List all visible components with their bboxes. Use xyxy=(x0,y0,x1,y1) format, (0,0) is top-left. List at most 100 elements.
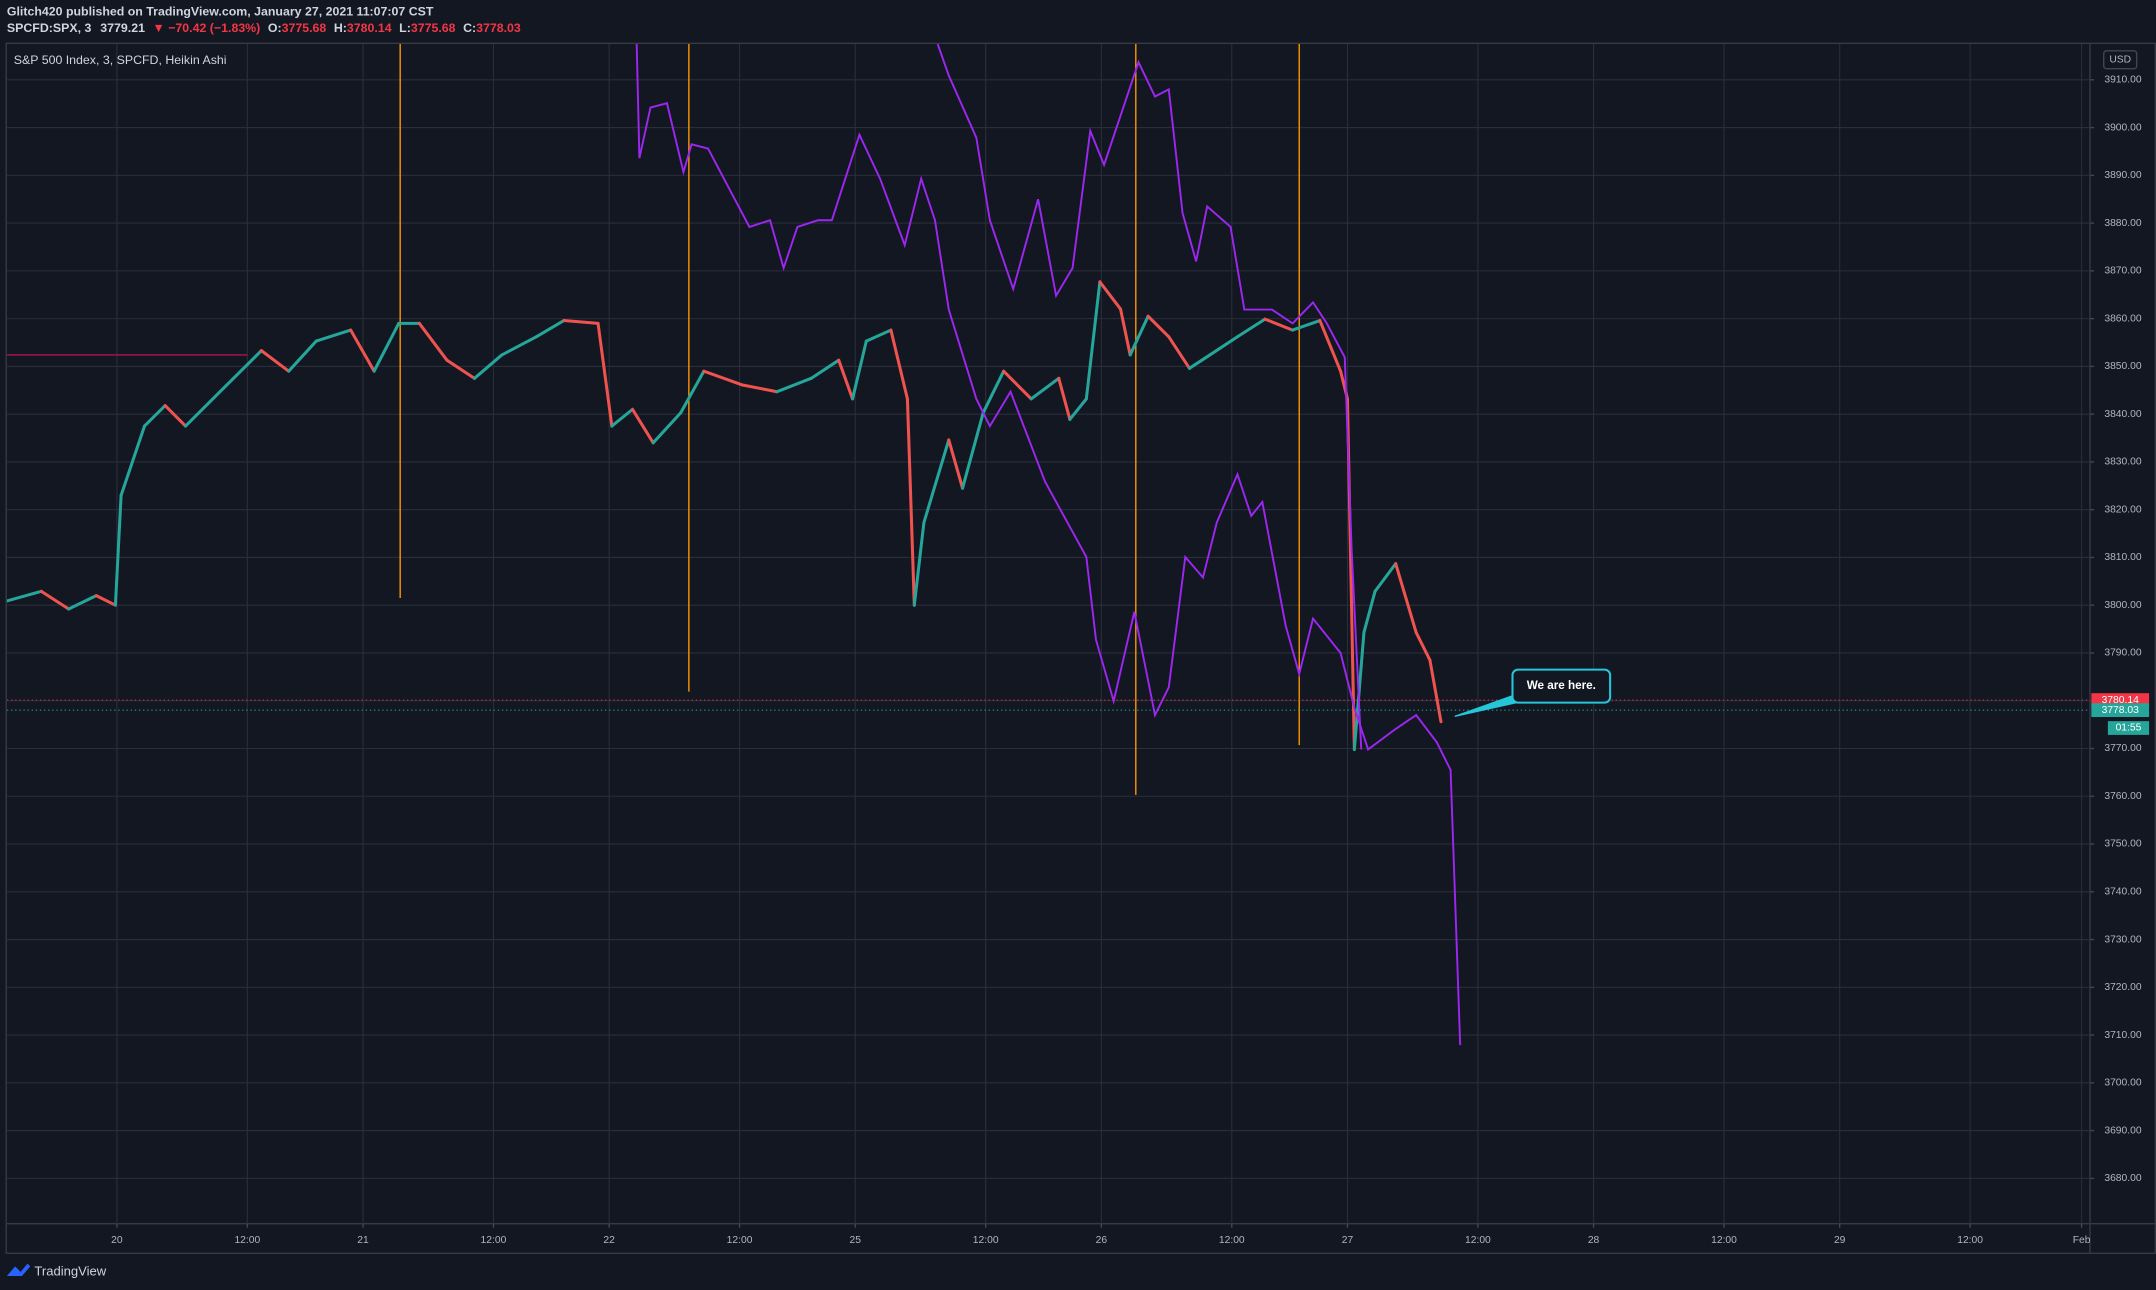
price-segment xyxy=(1318,319,1343,373)
grid xyxy=(6,43,2090,1224)
x-tick-label: 29 xyxy=(1834,1235,1846,1246)
price-segment xyxy=(1187,353,1212,370)
price-segment xyxy=(534,319,566,339)
y-tick-label: 3740.00 xyxy=(2104,886,2141,897)
change: ▼ −70.42 (−1.83%) xyxy=(153,21,261,35)
price-segment xyxy=(741,383,779,394)
price-segment xyxy=(1057,376,1072,421)
price-segment xyxy=(372,321,401,373)
y-tick-label: 3830.00 xyxy=(2104,457,2141,468)
price-segment xyxy=(981,369,1006,415)
price-segment xyxy=(1291,319,1322,332)
price-segment xyxy=(562,319,600,325)
y-tick-label: 3760.00 xyxy=(2104,791,2141,802)
price-segment xyxy=(287,339,318,373)
price-segment xyxy=(1208,335,1239,357)
price-segment xyxy=(417,321,449,362)
ohlc-label: C: xyxy=(463,21,476,35)
y-tick-label: 3910.00 xyxy=(2104,75,2141,86)
chart-frame xyxy=(5,42,2156,1254)
price-segment xyxy=(184,390,222,428)
y-tick-label: 3840.00 xyxy=(2104,409,2141,420)
x-tick-label: 12:00 xyxy=(1219,1235,1245,1246)
price-segment xyxy=(218,349,263,394)
price-segment xyxy=(1394,562,1418,634)
price-segment xyxy=(651,411,683,445)
x-tick-label: 26 xyxy=(1096,1235,1108,1246)
price-segment xyxy=(864,328,893,343)
brand: TradingView xyxy=(34,1263,106,1278)
x-tick-label: 12:00 xyxy=(481,1235,507,1246)
x-tick-label: 12:00 xyxy=(727,1235,753,1246)
y-tick-label: 3820.00 xyxy=(2104,504,2141,515)
price-segment xyxy=(922,438,951,525)
price-segment xyxy=(1167,335,1191,370)
price-segment xyxy=(1119,307,1132,357)
ohlc-label: O: xyxy=(268,21,282,35)
price-segment xyxy=(837,358,855,401)
y-tick-label: 3710.00 xyxy=(2104,1030,2141,1041)
header: Glitch420 published on TradingView.com, … xyxy=(7,5,521,35)
x-tick-label: 27 xyxy=(1342,1235,1354,1246)
price-segment xyxy=(1235,317,1267,339)
x-tick-label: 28 xyxy=(1588,1235,1600,1246)
price-segment xyxy=(679,369,706,415)
callout-text: We are here. xyxy=(1527,679,1596,692)
price-segment xyxy=(702,369,745,387)
x-tick-label: 12:00 xyxy=(1957,1235,1983,1246)
ohlc-value: 3775.68 xyxy=(282,21,327,35)
annotation: We are here. xyxy=(1454,668,1612,718)
x-tick-label: 21 xyxy=(357,1235,369,1246)
price-segment xyxy=(775,376,813,394)
x-tick-label: 25 xyxy=(850,1235,862,1246)
y-tick-label: 3690.00 xyxy=(2104,1125,2141,1136)
price-tag xyxy=(2091,703,2150,718)
y-tick-label: 3890.00 xyxy=(2104,170,2141,181)
y-tick-label: 3730.00 xyxy=(2104,934,2141,945)
y-tick-label: 3810.00 xyxy=(2104,552,2141,563)
price-segment xyxy=(1098,280,1123,311)
countdown-box xyxy=(2107,721,2150,735)
y-tick-label: 3800.00 xyxy=(2104,600,2141,611)
projection-line xyxy=(635,43,1462,1046)
last-price: 3779.21 xyxy=(100,21,145,35)
price-segment xyxy=(142,404,167,428)
price-segment xyxy=(472,353,504,380)
price-segment xyxy=(809,358,841,380)
price-segment xyxy=(1084,280,1102,401)
price-segment xyxy=(1029,376,1061,401)
ohlc-label: H: xyxy=(334,21,347,35)
price-segment xyxy=(1263,317,1295,332)
price-segment xyxy=(119,424,146,497)
axes: 3680.00 3690.00 3700.00 3710.00 3720.00 3730.… xyxy=(111,75,2150,1246)
price-segment xyxy=(6,589,43,603)
y-tick-label: 3700.00 xyxy=(2104,1078,2141,1089)
price-segment xyxy=(947,438,965,490)
price-segment xyxy=(163,404,188,428)
price-segment xyxy=(259,349,291,373)
price-segment xyxy=(113,493,123,607)
price-segment xyxy=(912,521,926,607)
price-segment xyxy=(1428,658,1443,724)
currency: USD xyxy=(2109,55,2131,66)
ohlc-value: 3778.03 xyxy=(476,21,521,35)
ohlc-value: 3775.68 xyxy=(411,21,456,35)
price-segment xyxy=(1146,314,1171,339)
y-tick-label: 3790.00 xyxy=(2104,648,2141,659)
price-segment xyxy=(445,358,477,380)
price-segment xyxy=(500,335,538,357)
x-tick-label: 12:00 xyxy=(973,1235,999,1246)
price-segment xyxy=(630,407,655,445)
price-segment xyxy=(610,407,635,428)
y-tick-label: 3850.00 xyxy=(2104,361,2141,372)
x-tick-label: 22 xyxy=(603,1235,615,1246)
countdown: 01:55 xyxy=(2116,723,2142,734)
x-tick-label: 20 xyxy=(111,1235,123,1246)
callout-box xyxy=(1511,668,1612,704)
y-tick-label: 3880.00 xyxy=(2104,218,2141,229)
price-segment xyxy=(851,339,868,401)
price-segment xyxy=(94,594,117,607)
price-segment xyxy=(1128,314,1150,357)
price-segment xyxy=(889,328,909,401)
